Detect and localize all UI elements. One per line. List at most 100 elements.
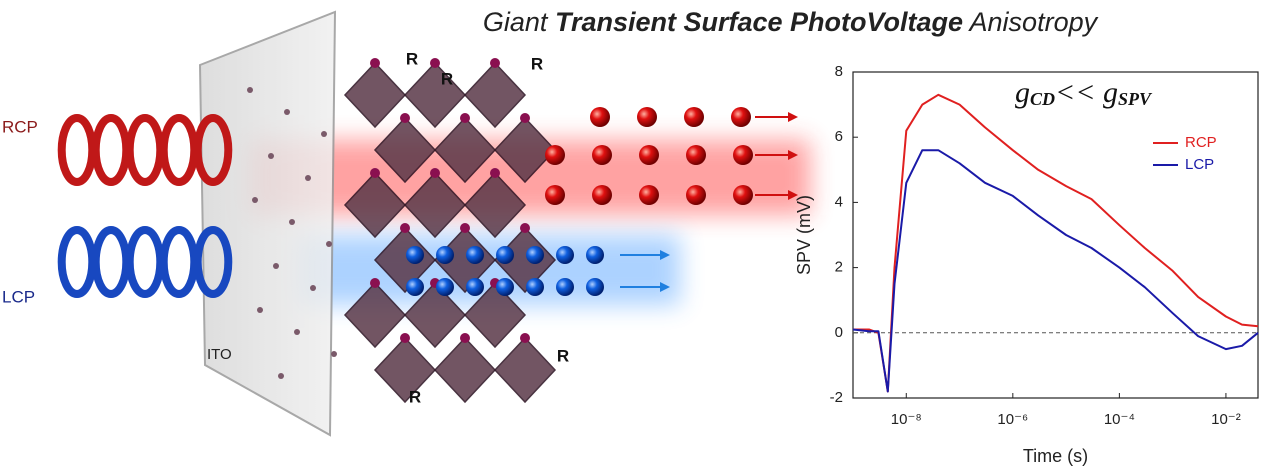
octahedron <box>343 171 407 239</box>
x-tick-label: 10⁻⁸ <box>891 411 922 428</box>
atom <box>490 58 500 68</box>
electron <box>526 246 544 264</box>
y-tick-label: 0 <box>835 324 843 341</box>
illustration: RCP LCP ITO R R R R R <box>2 10 810 437</box>
electron <box>586 278 604 296</box>
helix-loop <box>193 226 233 298</box>
octahedron <box>403 171 467 239</box>
y-tick-label: 4 <box>835 193 843 210</box>
helix-loop <box>125 226 165 298</box>
y-tick-label: 2 <box>835 259 843 276</box>
helix-loop <box>193 114 233 186</box>
annotation: gCD<< gSPV <box>1015 76 1153 109</box>
arrow-head <box>788 190 798 200</box>
octahedron <box>403 61 467 129</box>
atom <box>430 58 440 68</box>
illustration-label: LCP <box>2 287 35 306</box>
hole <box>639 185 659 205</box>
electron <box>436 246 454 264</box>
hole <box>733 185 753 205</box>
hole <box>684 107 704 127</box>
ligand <box>321 131 327 137</box>
hole <box>733 145 753 165</box>
legend-label: LCP <box>1185 156 1214 173</box>
x-tick-label: 10⁻⁶ <box>997 411 1028 428</box>
octahedron <box>463 281 527 349</box>
octahedron <box>463 171 527 239</box>
electron <box>436 278 454 296</box>
ligand <box>310 285 316 291</box>
y-axis-label: SPV (mV) <box>794 195 814 275</box>
arrow-head <box>788 112 798 122</box>
title-part: Transient Surface PhotoVoltage <box>555 7 963 37</box>
ligand <box>252 197 258 203</box>
octahedron <box>463 61 527 129</box>
title-part: Giant <box>483 7 555 37</box>
atom <box>370 58 380 68</box>
x-tick-label: 10⁻⁴ <box>1104 411 1135 428</box>
y-tick-label: 6 <box>835 128 843 145</box>
illustration-label: R <box>557 346 569 365</box>
atom <box>370 278 380 288</box>
ligand <box>289 219 295 225</box>
annotation-part: CD <box>1030 89 1055 109</box>
helix-loop <box>159 226 199 298</box>
helix-loop <box>91 114 131 186</box>
arrow-head <box>660 250 670 260</box>
x-tick-label: 10⁻² <box>1211 411 1241 428</box>
series-line <box>852 149 1259 393</box>
legend-label: RCP <box>1185 134 1217 151</box>
electron <box>466 246 484 264</box>
atom <box>430 168 440 178</box>
atom <box>400 333 410 343</box>
electron <box>496 278 514 296</box>
annotation-part: g <box>1015 76 1030 109</box>
helix-loop <box>91 226 131 298</box>
arrow-head <box>660 282 670 292</box>
octahedron <box>433 336 497 404</box>
atom <box>460 113 470 123</box>
octahedron <box>373 116 437 184</box>
electron <box>406 246 424 264</box>
plot: -2 0 2 4 6 8 10⁻⁸ 10⁻⁶ 10⁻⁴ 10⁻² Time (s) SPV (mV) R… <box>794 63 1259 466</box>
atom <box>460 223 470 233</box>
atom <box>460 333 470 343</box>
illustration-label: R <box>441 69 453 88</box>
ligand <box>257 307 263 313</box>
helix-loop <box>57 226 97 298</box>
ligand <box>326 241 332 247</box>
hole <box>686 185 706 205</box>
octahedron <box>373 226 437 294</box>
electron <box>556 278 574 296</box>
annotation-part: SPV <box>1118 89 1153 109</box>
plot-frame <box>852 71 1259 399</box>
electron <box>586 246 604 264</box>
helix-loop <box>159 114 199 186</box>
octahedron <box>433 116 497 184</box>
atom <box>520 333 530 343</box>
ligand <box>278 373 284 379</box>
illustration-label: R <box>406 49 418 68</box>
annotation-part: << g <box>1055 76 1118 109</box>
ligand <box>331 351 337 357</box>
electron <box>556 246 574 264</box>
octahedron <box>343 281 407 349</box>
illustration-label: ITO <box>207 346 232 363</box>
octahedron <box>343 61 407 129</box>
hole <box>637 107 657 127</box>
ligand <box>273 263 279 269</box>
illustration-label: R <box>409 387 421 406</box>
hole <box>590 107 610 127</box>
octahedron <box>493 336 557 404</box>
electron <box>406 278 424 296</box>
atom <box>520 113 530 123</box>
atom <box>520 223 530 233</box>
ligand <box>247 87 253 93</box>
hole <box>545 185 565 205</box>
illustration-label: RCP <box>2 117 38 136</box>
octahedron <box>493 116 557 184</box>
title: Giant Transient Surface PhotoVoltage Ani… <box>483 7 1099 37</box>
illustration-label: R <box>531 54 543 73</box>
ito-glass <box>198 10 337 437</box>
